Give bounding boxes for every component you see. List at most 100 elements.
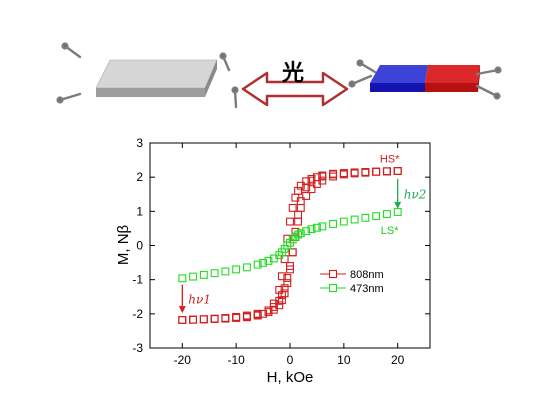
- y-tick-label: -1: [132, 273, 143, 287]
- bar-magnet-icon: [348, 59, 502, 100]
- data-point-473nm: [294, 230, 303, 239]
- data-point-808nm: [372, 167, 381, 176]
- data-point-808nm: [280, 289, 289, 298]
- data-point-808nm: [372, 167, 381, 176]
- data-point-808nm: [393, 167, 402, 175]
- data-point-473nm: [361, 213, 370, 222]
- y-tick-label: 1: [136, 204, 143, 218]
- data-point-808nm: [283, 274, 292, 282]
- data-point-808nm: [210, 315, 219, 323]
- data-point-473nm: [221, 267, 230, 276]
- data-point-473nm: [329, 220, 338, 228]
- data-point-808nm: [291, 227, 300, 236]
- data-point-808nm: [294, 217, 303, 226]
- data-point-473nm: [372, 212, 381, 221]
- data-point-808nm: [339, 170, 348, 179]
- data-point-808nm: [382, 167, 391, 176]
- data-point-473nm: [283, 241, 292, 250]
- data-point-808nm: [178, 316, 187, 324]
- annotation-label: HS*: [380, 153, 400, 165]
- data-point-808nm: [382, 167, 391, 176]
- x-axis-label: H, kOe: [267, 369, 314, 386]
- data-point-473nm: [189, 272, 198, 281]
- data-point-808nm: [210, 314, 219, 323]
- data-point-808nm: [189, 315, 198, 324]
- gray-bar-icon: [95, 59, 218, 97]
- legend-label: 473nm: [350, 283, 384, 295]
- data-point-808nm: [264, 306, 273, 315]
- data-point-808nm: [393, 167, 402, 175]
- annotation-label: LS*: [381, 225, 399, 237]
- data-point-473nm: [307, 225, 316, 234]
- data-point-808nm: [277, 291, 286, 299]
- data-point-808nm: [199, 315, 208, 324]
- data-point-808nm: [329, 172, 338, 181]
- data-point-473nm: [393, 208, 402, 216]
- data-point-808nm: [277, 272, 286, 281]
- data-point-473nm: [302, 227, 311, 236]
- x-tick-label: 20: [391, 353, 405, 367]
- annotation-label: hν1: [188, 292, 211, 306]
- data-point-808nm: [350, 169, 359, 178]
- data-point-473nm: [253, 260, 262, 269]
- data-point-808nm: [253, 309, 262, 318]
- data-point-473nm: [312, 223, 321, 232]
- data-point-808nm: [189, 315, 198, 324]
- data-point-473nm: [178, 274, 187, 283]
- data-point-473nm: [350, 215, 359, 224]
- legend-label: 808nm: [350, 269, 384, 281]
- x-tick-label: 10: [337, 353, 351, 367]
- data-point-808nm: [302, 183, 311, 192]
- data-point-808nm: [312, 180, 321, 188]
- x-tick-label: -10: [227, 353, 245, 367]
- data-point-808nm: [199, 315, 208, 324]
- data-point-808nm: [275, 301, 284, 310]
- light-label: 光: [281, 60, 304, 85]
- x-tick-label: -20: [174, 353, 192, 367]
- y-tick-label: 2: [136, 170, 143, 184]
- data-point-808nm: [296, 181, 305, 190]
- data-point-808nm: [393, 167, 402, 175]
- annotations: HS* LS* hν1 hν2: [178, 153, 427, 314]
- data-point-473nm: [382, 210, 391, 219]
- data-point-808nm: [221, 314, 230, 323]
- annotation-arrow-head: [178, 306, 186, 314]
- data-point-808nm: [178, 316, 187, 324]
- data-point-808nm: [242, 311, 251, 320]
- data-point-808nm: [307, 185, 316, 194]
- data-point-808nm: [296, 203, 305, 212]
- data-point-473nm: [264, 256, 273, 265]
- y-axis-label: M, Nβ: [115, 224, 132, 265]
- y-tick-label: 0: [136, 239, 143, 253]
- data-point-808nm: [199, 315, 208, 324]
- data-point-808nm: [318, 172, 327, 181]
- annotation-label: hν2: [404, 187, 427, 201]
- data-point-808nm: [178, 316, 187, 324]
- data-point-808nm: [372, 167, 381, 176]
- data-point-808nm: [382, 167, 391, 176]
- data-point-473nm: [275, 251, 284, 260]
- data-point-808nm: [288, 203, 297, 212]
- data-point-808nm: [294, 210, 303, 219]
- nail-icon: [56, 42, 239, 109]
- data-point-808nm: [294, 186, 303, 195]
- data-point-808nm: [221, 313, 230, 322]
- legend-marker: [328, 269, 338, 279]
- double-arrow-icon: [241, 71, 349, 107]
- data-point-808nm: [286, 262, 294, 270]
- data-point-473nm: [288, 235, 297, 244]
- y-tick-label: 3: [136, 136, 143, 150]
- data-point-473nm: [339, 217, 348, 226]
- plot-frame: [149, 142, 431, 349]
- data-point-808nm: [275, 296, 284, 305]
- data-point-808nm: [288, 248, 297, 257]
- data-point-473nm: [259, 258, 268, 267]
- data-point-808nm: [361, 168, 370, 177]
- x-tick-label: 0: [287, 353, 294, 367]
- data-point-808nm: [232, 312, 241, 321]
- legend-marker: [328, 283, 338, 293]
- y-tick-label: -2: [132, 307, 143, 321]
